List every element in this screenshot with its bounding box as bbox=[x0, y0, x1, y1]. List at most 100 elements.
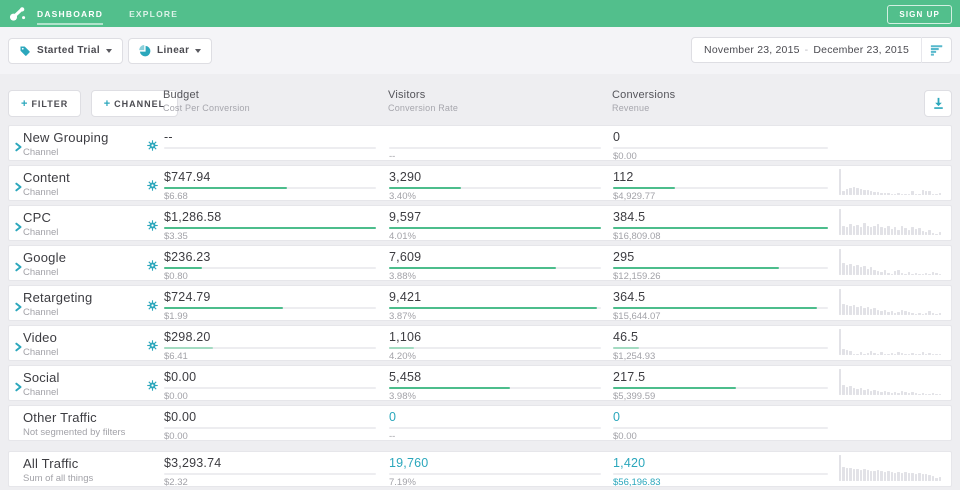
tab-explore[interactable]: EXPLORE bbox=[129, 9, 179, 19]
conversions-value: 364.5 bbox=[613, 290, 646, 304]
budget-value: $298.20 bbox=[164, 330, 211, 344]
row-name: New Grouping bbox=[23, 130, 109, 145]
visitors-bar-fill bbox=[389, 387, 510, 389]
conversion-rate-value: 4.20% bbox=[389, 351, 416, 362]
date-range-separator: - bbox=[804, 44, 809, 56]
gear-icon[interactable] bbox=[147, 218, 158, 236]
date-range-picker[interactable]: November 23, 2015 - December 23, 2015 bbox=[691, 37, 952, 63]
expand-chevron-icon[interactable] bbox=[15, 379, 22, 397]
expand-chevron-icon[interactable] bbox=[15, 299, 22, 317]
conversions-bar-track bbox=[613, 147, 828, 149]
expand-chevron-icon[interactable] bbox=[15, 339, 22, 357]
table-row[interactable]: Retargeting Channel $724.79 $1.99 9,421 bbox=[8, 285, 952, 322]
conversions-cell: 112 $4,929.77 bbox=[613, 170, 828, 202]
visitors-bar-fill bbox=[389, 227, 601, 229]
table-row[interactable]: Video Channel $298.20 $6.41 1,106 bbox=[8, 325, 952, 362]
pie-chart-icon bbox=[139, 44, 151, 57]
table-row[interactable]: CPC Channel $1,286.58 $3.35 9,597 bbox=[8, 205, 952, 242]
visitors-bar-track bbox=[389, 307, 601, 309]
visitors-cell: 0 -- bbox=[389, 410, 601, 442]
table-row[interactable]: Google Channel $236.23 $0.80 7,609 bbox=[8, 245, 952, 282]
column-header-visitors: Visitors Conversion Rate bbox=[388, 89, 459, 113]
budget-bar-track bbox=[164, 347, 376, 349]
visitors-cell: 19,760 7.19% bbox=[389, 456, 601, 488]
conversions-value: 0 bbox=[613, 410, 621, 424]
tag-icon bbox=[19, 45, 31, 57]
visitors-value: 9,421 bbox=[389, 290, 422, 304]
visitors-bar-fill bbox=[389, 187, 462, 189]
brand-logo-icon[interactable] bbox=[9, 5, 27, 22]
budget-bar-fill bbox=[164, 187, 287, 189]
table-row[interactable]: Other Traffic Not segmented by filters $… bbox=[8, 405, 952, 442]
row-subtitle: Not segmented by filters bbox=[23, 427, 126, 438]
conversions-bar-fill bbox=[613, 187, 676, 189]
budget-bar-fill bbox=[164, 227, 376, 229]
budget-cell: $0.00 $0.00 bbox=[164, 370, 376, 402]
expand-chevron-icon[interactable] bbox=[15, 179, 22, 197]
visitors-bar-fill bbox=[389, 267, 557, 269]
row-name: CPC bbox=[23, 210, 52, 225]
table-row[interactable]: Content Channel $747.94 $6.68 3,290 bbox=[8, 165, 952, 202]
gear-icon[interactable] bbox=[147, 338, 158, 356]
add-channel-button[interactable]: + CHANNEL bbox=[90, 90, 179, 117]
filter-lines-icon[interactable] bbox=[921, 37, 951, 63]
expand-chevron-icon[interactable] bbox=[15, 139, 22, 157]
expand-chevron-icon[interactable] bbox=[15, 259, 22, 277]
cost-per-conversion-value: $0.00 bbox=[164, 431, 188, 442]
gear-icon[interactable] bbox=[147, 178, 158, 196]
gear-icon[interactable] bbox=[147, 138, 158, 156]
conversions-cell: 384.5 $16,809.08 bbox=[613, 210, 828, 242]
tab-dashboard[interactable]: DASHBOARD bbox=[37, 0, 104, 27]
row-name: Social bbox=[23, 370, 60, 385]
conversion-rate-value: 3.87% bbox=[389, 311, 416, 322]
cost-per-conversion-value bbox=[164, 151, 376, 162]
conversions-bar-fill bbox=[613, 387, 736, 389]
conversions-bar-track bbox=[613, 473, 828, 475]
conversions-bar-track bbox=[613, 267, 828, 269]
gear-icon[interactable] bbox=[147, 258, 158, 276]
budget-cell: $1,286.58 $3.35 bbox=[164, 210, 376, 242]
cost-per-conversion-value: $3.35 bbox=[164, 231, 188, 242]
row-name: All Traffic bbox=[23, 456, 79, 471]
model-dropdown[interactable]: Linear bbox=[128, 37, 213, 64]
budget-bar-fill bbox=[164, 307, 283, 309]
gear-icon[interactable] bbox=[147, 298, 158, 316]
visitors-value: 5,458 bbox=[389, 370, 422, 384]
budget-value: $0.00 bbox=[164, 370, 197, 384]
visitors-bar-track bbox=[389, 473, 601, 475]
visitors-bar-track bbox=[389, 187, 601, 189]
table-header: + FILTER + CHANNEL Budget Cost Per Convers… bbox=[8, 89, 952, 119]
conversions-bar-track bbox=[613, 347, 828, 349]
visitors-cell: -- bbox=[389, 130, 601, 162]
conversions-bar-fill bbox=[613, 347, 639, 349]
sparkline-chart bbox=[839, 368, 942, 395]
visitors-value: 0 bbox=[389, 410, 397, 424]
table-row[interactable]: All Traffic Sum of all things $3,293.74 … bbox=[8, 451, 952, 488]
row-subtitle: Channel bbox=[23, 347, 59, 358]
visitors-value: 7,609 bbox=[389, 250, 422, 264]
conversions-value: 0 bbox=[613, 130, 621, 144]
conversions-bar-fill bbox=[613, 267, 779, 269]
revenue-value: $56,196.83 bbox=[613, 477, 661, 488]
conversions-value: 217.5 bbox=[613, 370, 646, 384]
conversions-bar-track bbox=[613, 307, 828, 309]
visitors-value: 9,597 bbox=[389, 210, 422, 224]
row-name: Content bbox=[23, 170, 70, 185]
expand-chevron-icon[interactable] bbox=[15, 219, 22, 237]
visitors-value: 19,760 bbox=[389, 456, 429, 470]
revenue-value: $15,644.07 bbox=[613, 311, 661, 322]
budget-cell: $298.20 $6.41 bbox=[164, 330, 376, 362]
gear-icon[interactable] bbox=[147, 378, 158, 396]
download-button[interactable] bbox=[924, 90, 952, 117]
conversions-value: 112 bbox=[613, 170, 634, 184]
cost-per-conversion-value: $6.68 bbox=[164, 191, 188, 202]
sign-up-button[interactable]: SIGN UP bbox=[887, 5, 952, 24]
row-subtitle: Channel bbox=[23, 307, 59, 318]
sparkline-chart bbox=[839, 328, 942, 355]
table-row[interactable]: Social Channel $0.00 $0.00 5,458 bbox=[8, 365, 952, 402]
add-filter-button[interactable]: + FILTER bbox=[8, 90, 82, 117]
segment-dropdown[interactable]: Started Trial bbox=[8, 37, 123, 64]
sparkline-chart bbox=[839, 288, 942, 315]
conversions-value: 46.5 bbox=[613, 330, 639, 344]
table-row[interactable]: New Grouping Channel -- -- bbox=[8, 125, 952, 162]
